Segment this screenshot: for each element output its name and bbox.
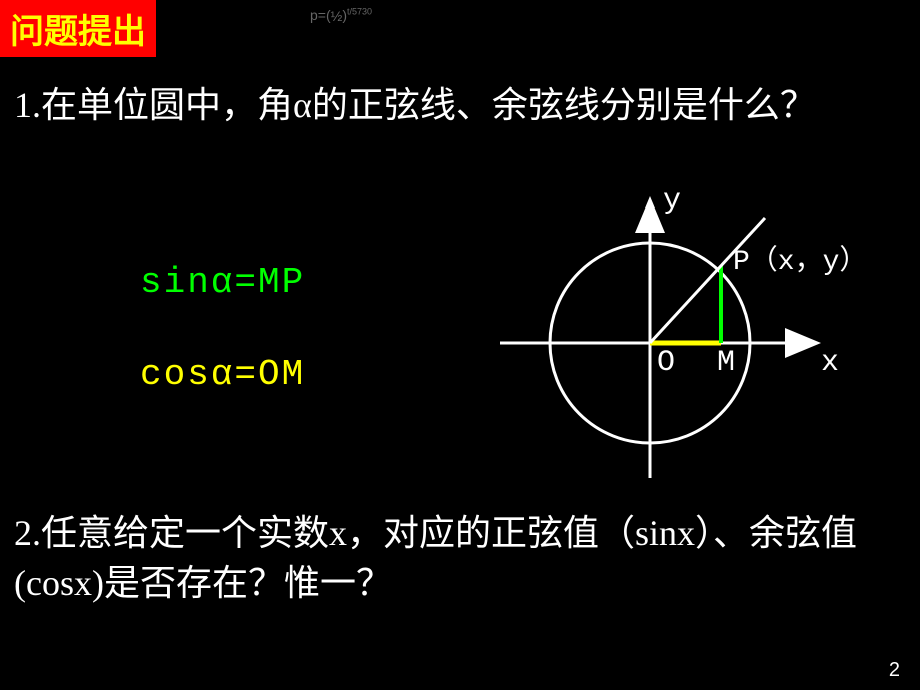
formula-text: p=(½)t/5730 xyxy=(310,7,372,23)
cos-formula: cosα=OM xyxy=(140,354,305,395)
section-badge: 问题提出 xyxy=(0,0,156,57)
y-arrow xyxy=(645,196,655,208)
sin-formula: sinα=MP xyxy=(140,262,305,303)
decay-formula: p=(½)t/5730 xyxy=(310,6,372,24)
page-number: 2 xyxy=(889,659,900,682)
unit-circle-diagram: y x O M P（x，y） xyxy=(485,188,885,498)
point-m-label: M xyxy=(717,346,735,380)
point-p-label: P（x，y） xyxy=(733,238,867,278)
y-axis-label: y xyxy=(663,184,681,218)
x-axis-label: x xyxy=(821,346,839,380)
diagram-svg xyxy=(485,188,885,498)
question-1: 1.在单位圆中，角α的正弦线、余弦线分别是什么？ xyxy=(14,80,906,130)
question-2: 2.任意给定一个实数x，对应的正弦值（sinx）、余弦值(cosx)是否存在？惟… xyxy=(14,508,906,609)
origin-label: O xyxy=(657,346,675,380)
